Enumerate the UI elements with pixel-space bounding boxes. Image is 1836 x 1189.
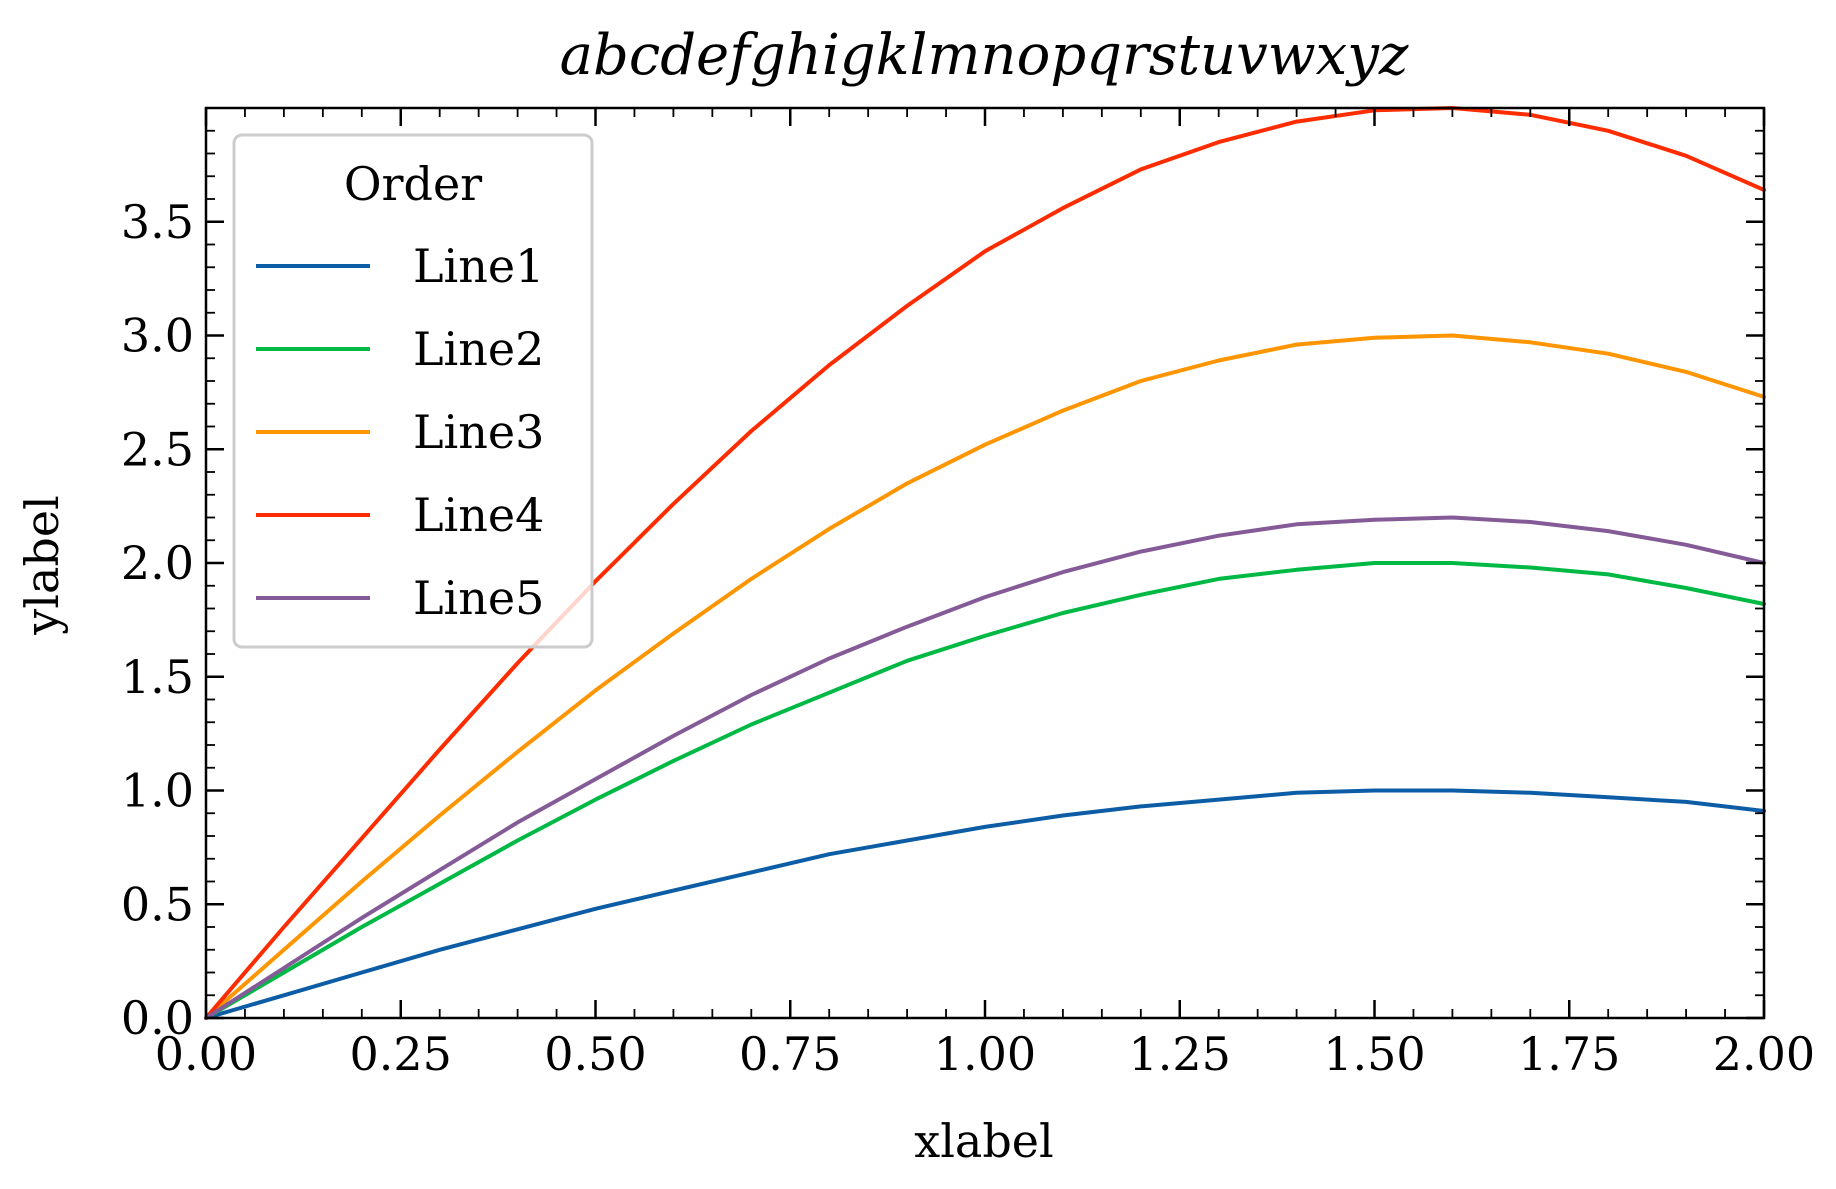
y-tick-label: 1.5: [121, 650, 194, 704]
x-axis-title: xlabel: [914, 1114, 1053, 1168]
legend-items: Line1 Line2 Line3 Line4 Line5: [256, 239, 544, 625]
series-line-5: [204, 515, 1766, 1020]
y-tick-label: 3.0: [121, 309, 194, 363]
legend-label-4: Line4: [413, 488, 544, 542]
chart-title: abcdefghigklmnopqrstuvwxyz: [560, 23, 1409, 88]
y-tick-label: 1.0: [121, 764, 194, 818]
series-line-4: [204, 106, 1766, 1020]
y-tick-label: 2.5: [121, 422, 194, 476]
legend-label-2: Line2: [413, 322, 544, 376]
x-tick-label: 1.50: [1323, 1027, 1425, 1081]
legend-label-1: Line1: [413, 239, 544, 293]
x-tick-label: 0.75: [739, 1027, 841, 1081]
y-tick-label: 3.5: [121, 195, 194, 249]
legend-title: Order: [344, 157, 482, 211]
legend-label-5: Line5: [413, 571, 544, 625]
series-line-3: [204, 333, 1766, 1020]
tick-labels: 0.00 0.25 0.50 0.75 1.00 1.25 1.50 1.75 2.00 0.0 0…: [121, 195, 1815, 1081]
legend: Order Line1 Line2 Line3 Line4 Line5: [232, 133, 594, 649]
series-line-1: [204, 788, 1766, 1020]
y-tick-label: 0.0: [121, 991, 194, 1045]
x-tick-label: 0.25: [350, 1027, 452, 1081]
legend-box: [232, 133, 594, 649]
plot-frame: [204, 106, 1766, 1020]
x-tick-label: 0.50: [544, 1027, 646, 1081]
x-tick-label: 1.75: [1518, 1027, 1620, 1081]
legend-label-3: Line3: [413, 405, 544, 459]
y-tick-label: 2.0: [121, 536, 194, 590]
x-tick-label: 1.00: [934, 1027, 1036, 1081]
x-tick-label: 0.00: [155, 1027, 257, 1081]
x-tick-label: 1.25: [1129, 1027, 1231, 1081]
y-axis-title: ylabel: [15, 495, 69, 636]
series-line-2: [204, 561, 1766, 1020]
x-tick-label: 2.00: [1713, 1027, 1815, 1081]
y-tick-label: 0.5: [121, 877, 194, 931]
plot-series-group: [204, 106, 1766, 1020]
